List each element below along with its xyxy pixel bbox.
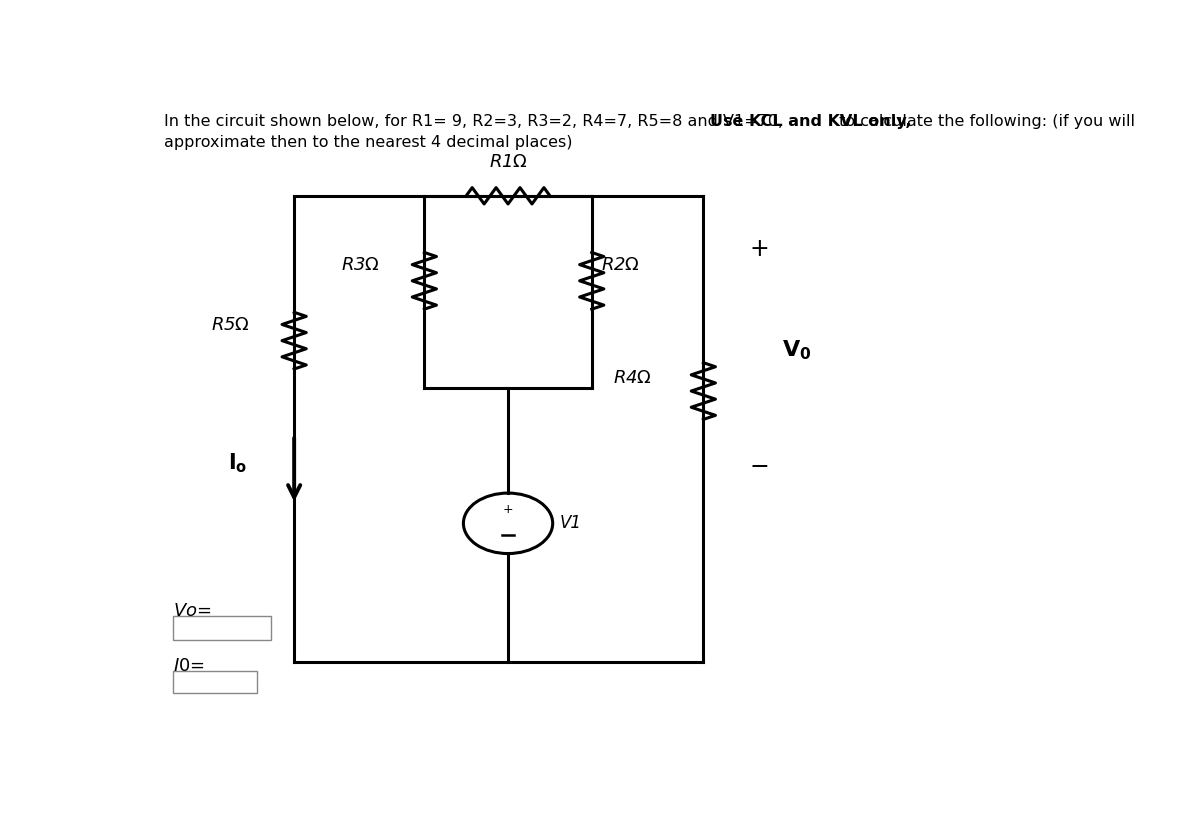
Text: R2$\mathit{\Omega}$: R2$\mathit{\Omega}$ — [601, 256, 640, 274]
FancyBboxPatch shape — [173, 616, 271, 640]
Text: +: + — [749, 237, 769, 261]
Text: R4$\mathit{\Omega}$: R4$\mathit{\Omega}$ — [613, 370, 653, 388]
Text: $\mathit{Vo}$=: $\mathit{Vo}$= — [173, 603, 211, 621]
Text: $\mathbf{V_0}$: $\mathbf{V_0}$ — [782, 339, 812, 362]
Text: In the circuit shown below, for R1= 9, R2=3, R3=2, R4=7, R5=8 and V1=70,: In the circuit shown below, for R1= 9, R… — [164, 114, 784, 129]
Text: $\mathbf{I_o}$: $\mathbf{I_o}$ — [228, 452, 247, 475]
Text: +: + — [503, 503, 514, 516]
Text: $\mathit{I0}$=: $\mathit{I0}$= — [173, 658, 205, 676]
Text: to calculate the following: (if you will: to calculate the following: (if you will — [834, 114, 1134, 129]
Text: approximate then to the nearest 4 decimal places): approximate then to the nearest 4 decima… — [164, 135, 572, 150]
FancyBboxPatch shape — [173, 672, 257, 694]
Text: R5$\mathit{\Omega}$: R5$\mathit{\Omega}$ — [210, 316, 250, 334]
Text: −: − — [749, 455, 769, 479]
Text: R1$\mathit{\Omega}$: R1$\mathit{\Omega}$ — [488, 153, 528, 171]
Text: V1: V1 — [560, 515, 582, 533]
Text: R3$\mathit{\Omega}$: R3$\mathit{\Omega}$ — [341, 256, 379, 274]
Text: Use KCL and KVL only,: Use KCL and KVL only, — [710, 114, 911, 129]
